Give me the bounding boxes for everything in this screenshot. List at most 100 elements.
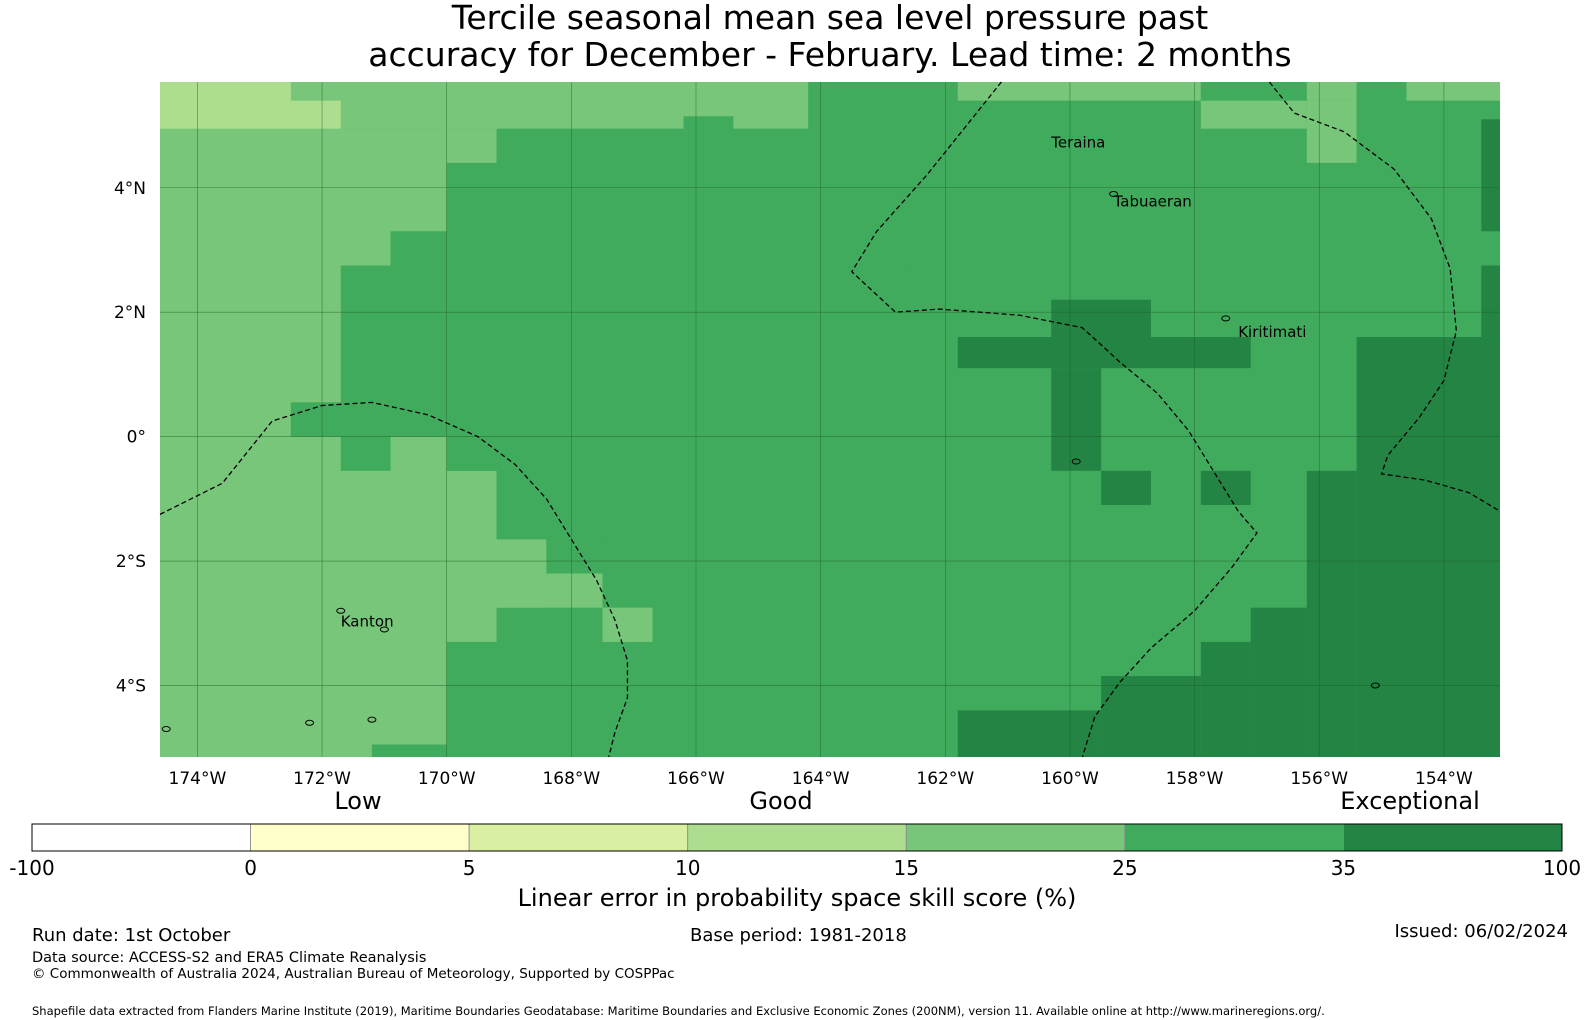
lat-tick-label-0: 4°N (114, 179, 146, 199)
skill-cell-fair-0 (160, 82, 291, 129)
skill-cell-exceptional-1 (957, 337, 1251, 369)
colorbar-outline (31, 823, 1563, 852)
island-4 (305, 719, 315, 726)
skill-cell-exceptional-11 (1481, 119, 1500, 232)
island-7 (1071, 458, 1081, 465)
skill-cell-lower-3 (446, 436, 497, 471)
data-source: Data source: ACCESS-S2 and ERA5 Climate … (32, 950, 427, 966)
colorbar-swatch-1 (250, 823, 470, 852)
eez-boundary-0 (159, 401, 629, 758)
axis-tick-labels: 174°W 172°W 170°W 168°W 166°W 164°W 162°W 160°W… (114, 179, 1473, 789)
colorbar-category-1: Good (749, 787, 812, 815)
island-8 (1370, 682, 1380, 689)
skill-cell-lower-7 (546, 607, 603, 642)
skill-cell-lower-12 (602, 607, 653, 642)
colorbar-tick-2: 5 (463, 856, 476, 880)
skill-cell-upper-5 (390, 265, 908, 300)
island-2 (336, 607, 346, 614)
skill-cell-upper-1 (683, 116, 734, 163)
eez-boundary-1 (850, 81, 1258, 758)
skill-cell-exceptional-10 (957, 710, 1102, 757)
lon-tick-label-7: 160°W (1041, 769, 1099, 789)
colorbar: -100 0 5 10 15 25 35 100 Low Good Exceptional Linea… (9, 787, 1581, 912)
skill-cell-exceptional-2 (1051, 368, 1102, 471)
place-label-2: Kiritimati (1238, 323, 1306, 341)
colorbar-swatch-5 (1124, 823, 1344, 852)
skill-cell-upper-7 (957, 82, 1201, 101)
colorbar-tick-4: 15 (894, 856, 919, 880)
lat-tick-label-2: 0° (127, 428, 146, 448)
copyright: © Commonwealth of Australia 2024, Austra… (32, 966, 675, 982)
eez-boundaries (159, 81, 1501, 758)
skill-cell-exceptional-3 (1101, 470, 1151, 506)
skill-cell-lower-10 (446, 710, 497, 757)
colorbar-swatch-6 (1343, 823, 1563, 852)
colorbar-tick-5: 25 (1112, 856, 1137, 880)
lon-tick-label-3: 168°W (542, 769, 600, 789)
colorbar-swatch-2 (468, 823, 689, 852)
skill-cell-exceptional-12 (1481, 265, 1500, 338)
issued-date: Issued: 06/02/2024 (1394, 921, 1568, 942)
skill-cell-fair-1 (290, 100, 341, 129)
colorbar-tick-0: -100 (9, 856, 54, 880)
skill-cell-upper-11 (1306, 100, 1357, 163)
skill-cell-upper-13 (1406, 82, 1500, 101)
colorbar-swatch-0 (31, 823, 251, 852)
run-date: Run date: 1st October (32, 925, 231, 946)
skill-region-good (160, 82, 653, 757)
island-5 (367, 716, 377, 723)
place-label-3: Kanton (341, 612, 394, 630)
place-labels: Teraina Tabuaeran Kiritimati Kanton (341, 133, 1307, 630)
skill-cell-upper-10 (1200, 100, 1307, 129)
lon-tick-label-9: 156°W (1290, 769, 1348, 789)
lon-tick-label-10: 154°W (1415, 769, 1473, 789)
shapefile-credit: Shapefile data extracted from Flanders M… (32, 1004, 1325, 1018)
skill-cell-lower-1 (340, 402, 447, 437)
colorbar-tick-7: 100 (1543, 856, 1581, 880)
lat-tick-label-3: 2°S (116, 552, 146, 572)
island-1 (1221, 315, 1231, 322)
place-label-0: Teraina (1050, 133, 1105, 151)
colorbar-tick-3: 10 (675, 856, 700, 880)
skill-cell-upper-6 (907, 100, 958, 300)
lon-tick-label-5: 164°W (792, 769, 850, 789)
lon-tick-label-6: 162°W (916, 769, 974, 789)
chart-title-line-1: Tercile seasonal mean sea level pressure… (451, 0, 1209, 37)
lon-tick-label-1: 172°W (293, 769, 351, 789)
graticule (160, 82, 1500, 757)
skill-cell-exceptional-4 (1200, 470, 1251, 506)
lon-tick-label-4: 166°W (667, 769, 725, 789)
skill-cell-exceptional-7 (1250, 607, 1307, 757)
skill-cell-lower-5 (546, 539, 603, 574)
colorbar-tick-1: 0 (244, 856, 257, 880)
island-outlines (161, 190, 1380, 733)
colorbar-swatch-4 (905, 823, 1126, 852)
lon-tick-label-8: 158°W (1166, 769, 1224, 789)
skill-cell-exceptional-0 (1051, 299, 1151, 338)
skill-cell-lower-11 (371, 744, 447, 757)
lon-tick-label-2: 170°W (418, 769, 476, 789)
island-3 (379, 626, 389, 633)
place-label-1: Tabuaeran (1113, 192, 1192, 210)
lat-tick-label-4: 4°S (116, 676, 146, 696)
skill-cell-upper-3 (602, 193, 908, 232)
colorbar-swatch-3 (687, 823, 907, 852)
colorbar-category-2: Exceptional (1340, 787, 1480, 815)
skill-cell-upper-12 (1356, 82, 1407, 163)
colorbar-category-0: Low (334, 787, 381, 815)
skill-grid-cells (160, 82, 1500, 757)
skill-cell-lower-9 (446, 676, 547, 711)
skill-cell-lower-8 (496, 641, 603, 677)
lat-tick-label-1: 2°N (114, 303, 146, 323)
island-6 (161, 726, 171, 733)
colorbar-tick-6: 35 (1331, 856, 1356, 880)
lon-tick-label-0: 174°W (169, 769, 227, 789)
colorbar-label: Linear error in probability space skill … (518, 884, 1077, 912)
skill-cell-upper-2 (496, 162, 908, 194)
base-period: Base period: 1981-2018 (690, 925, 907, 946)
skill-cell-exceptional-8 (1200, 641, 1251, 757)
skill-cell-upper-4 (446, 231, 908, 266)
skill-cell-upper-8 (1200, 82, 1307, 101)
chart-title-line-2: accuracy for December - February. Lead t… (368, 35, 1292, 74)
